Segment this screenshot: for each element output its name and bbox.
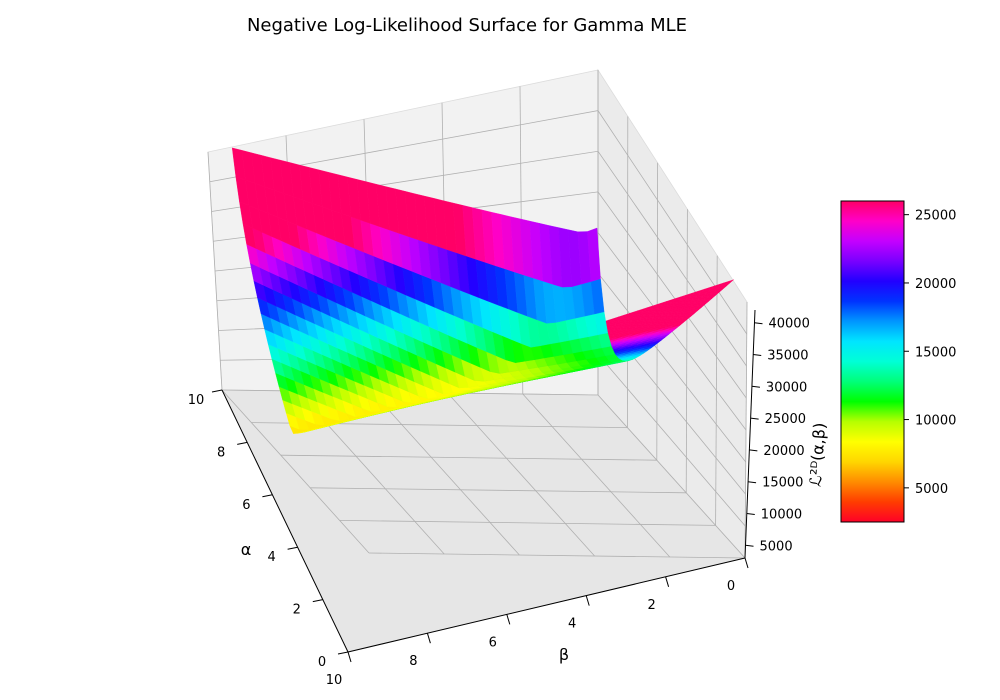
beta-tick-label: 6 [489, 635, 497, 650]
z-tick-mark [753, 354, 762, 357]
beta-tick-label: 4 [568, 617, 576, 632]
grid-line-floor [447, 392, 595, 557]
z-tick-mark [748, 481, 757, 484]
z-tick-mark [746, 512, 755, 515]
alpha-tick-label: 4 [267, 550, 275, 565]
surface-patch [587, 227, 601, 282]
colorbar-tick-label: 10000 [915, 414, 956, 429]
colorbar-tick-label: 5000 [915, 482, 948, 497]
z-tick-label: 20000 [763, 444, 804, 459]
beta-axis-line [347, 557, 746, 653]
z-tick-label: 40000 [768, 317, 809, 332]
z-tick-label: 10000 [761, 507, 802, 522]
beta-tick-mark [585, 595, 590, 606]
grid-line-level [209, 110, 748, 335]
z-axis: 500010000150002000025000300003500040000 … [744, 309, 829, 559]
alpha-tick-label: 8 [217, 445, 225, 460]
z-tick-label: 25000 [765, 412, 806, 427]
beta-tick-label: 8 [409, 654, 417, 669]
beta-axis: 0 2 4 6 8 10 β [326, 557, 749, 688]
alpha-tick-label: 10 [188, 393, 205, 408]
nll-surface [231, 147, 734, 434]
colorbar-tick-label: 25000 [915, 209, 956, 224]
z-tick-mark [745, 544, 754, 547]
beta-tick-mark [347, 651, 352, 663]
beta-tick-mark [665, 576, 670, 587]
z-tick-label: 30000 [766, 380, 807, 395]
beta-tick-mark [426, 633, 431, 644]
z-tick-mark [749, 449, 758, 452]
grid-line-floor [310, 487, 687, 494]
z-tick-mark [751, 385, 760, 388]
z-tick-mark [754, 322, 763, 325]
grid-line-floor [597, 394, 746, 559]
z-tick-mark [750, 417, 759, 420]
beta-tick-label: 10 [326, 673, 343, 688]
alpha-tick-mark [312, 599, 323, 603]
z-tick-label: 5000 [760, 539, 793, 554]
grid-line-floor [522, 393, 671, 558]
beta-axis-label: β [559, 645, 569, 664]
alpha-tick-mark [211, 389, 223, 393]
alpha-axis: 0 2 4 6 8 10 α [188, 389, 349, 670]
z-axis-line [744, 309, 756, 559]
colorbar-tick-label: 15000 [915, 345, 956, 360]
beta-tick-label: 2 [647, 598, 655, 613]
grid-line-floor [368, 552, 746, 559]
alpha-tick-mark [337, 651, 349, 655]
grid-line-floor [372, 391, 520, 556]
colorbar-gradient [840, 200, 905, 523]
beta-tick-label: 0 [727, 579, 735, 594]
alpha-tick-mark [262, 494, 273, 498]
colorbar-tick-label: 20000 [915, 277, 956, 292]
beta-tick-mark [744, 557, 749, 569]
z-tick-label: 35000 [767, 349, 808, 364]
z-axis-label: ℒ²ᴰ(α,β) [806, 422, 829, 487]
alpha-axis-label: α [241, 540, 252, 559]
colorbar: 5000 10000 15000 20000 25000 [840, 200, 956, 523]
grid-line-floor [280, 454, 657, 461]
beta-tick-mark [506, 614, 511, 625]
z-tick-label: 15000 [762, 476, 803, 491]
alpha-axis-line [221, 389, 349, 653]
alpha-tick-label: 0 [318, 655, 326, 670]
alpha-tick-mark [287, 546, 298, 550]
grid-line-floor [221, 389, 370, 554]
alpha-tick-label: 6 [242, 498, 250, 513]
chart-title: Negative Log-Likelihood Surface for Gamm… [247, 15, 687, 36]
alpha-tick-label: 2 [293, 603, 301, 618]
grid-line-floor [339, 520, 716, 526]
alpha-tick-mark [237, 441, 248, 445]
